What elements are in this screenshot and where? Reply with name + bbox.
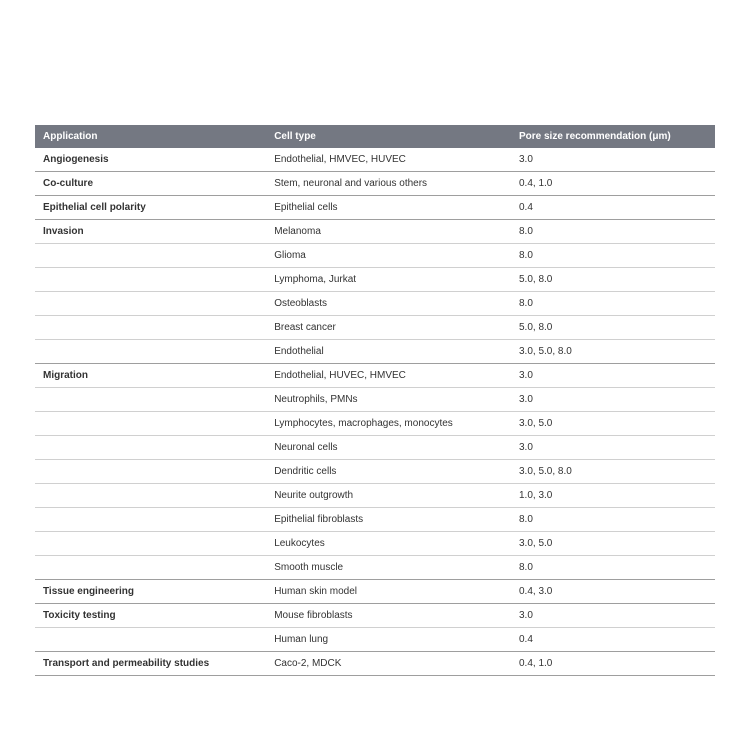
cell-poresize: 8.0 bbox=[511, 508, 715, 532]
cell-celltype: Leukocytes bbox=[266, 532, 511, 556]
cell-poresize: 3.0, 5.0 bbox=[511, 532, 715, 556]
cell-poresize: 0.4 bbox=[511, 196, 715, 220]
cell-application: Epithelial cell polarity bbox=[35, 196, 266, 220]
cell-application bbox=[35, 268, 266, 292]
table-row: Neuronal cells3.0 bbox=[35, 436, 715, 460]
table-row: Neurite outgrowth1.0, 3.0 bbox=[35, 484, 715, 508]
cell-celltype: Endothelial, HMVEC, HUVEC bbox=[266, 148, 511, 172]
cell-poresize: 8.0 bbox=[511, 556, 715, 580]
table-row: Lymphoma, Jurkat5.0, 8.0 bbox=[35, 268, 715, 292]
cell-application bbox=[35, 484, 266, 508]
col-header-poresize: Pore size recommendation (μm) bbox=[511, 125, 715, 148]
cell-application bbox=[35, 412, 266, 436]
cell-application bbox=[35, 628, 266, 652]
cell-application bbox=[35, 340, 266, 364]
table-row: InvasionMelanoma8.0 bbox=[35, 220, 715, 244]
cell-application bbox=[35, 532, 266, 556]
cell-poresize: 3.0 bbox=[511, 436, 715, 460]
cell-poresize: 3.0, 5.0, 8.0 bbox=[511, 340, 715, 364]
table-row: Osteoblasts8.0 bbox=[35, 292, 715, 316]
cell-celltype: Lymphocytes, macrophages, monocytes bbox=[266, 412, 511, 436]
cell-celltype: Human skin model bbox=[266, 580, 511, 604]
pore-size-table: Application Cell type Pore size recommen… bbox=[35, 125, 715, 676]
table-row: Neutrophils, PMNs3.0 bbox=[35, 388, 715, 412]
table-row: Endothelial3.0, 5.0, 8.0 bbox=[35, 340, 715, 364]
table-row: Toxicity testingMouse fibroblasts3.0 bbox=[35, 604, 715, 628]
table-row: Breast cancer5.0, 8.0 bbox=[35, 316, 715, 340]
cell-poresize: 3.0 bbox=[511, 364, 715, 388]
cell-poresize: 0.4, 3.0 bbox=[511, 580, 715, 604]
table-row: Lymphocytes, macrophages, monocytes3.0, … bbox=[35, 412, 715, 436]
cell-poresize: 0.4 bbox=[511, 628, 715, 652]
cell-application bbox=[35, 316, 266, 340]
table-row: Epithelial cell polarityEpithelial cells… bbox=[35, 196, 715, 220]
cell-poresize: 3.0, 5.0 bbox=[511, 412, 715, 436]
cell-application: Transport and permeability studies bbox=[35, 652, 266, 676]
cell-application bbox=[35, 388, 266, 412]
cell-application bbox=[35, 460, 266, 484]
cell-celltype: Endothelial, HUVEC, HMVEC bbox=[266, 364, 511, 388]
table-row: AngiogenesisEndothelial, HMVEC, HUVEC3.0 bbox=[35, 148, 715, 172]
cell-application: Invasion bbox=[35, 220, 266, 244]
table-row: Glioma8.0 bbox=[35, 244, 715, 268]
table-row: Leukocytes3.0, 5.0 bbox=[35, 532, 715, 556]
cell-celltype: Neuronal cells bbox=[266, 436, 511, 460]
col-header-celltype: Cell type bbox=[266, 125, 511, 148]
table-row: MigrationEndothelial, HUVEC, HMVEC3.0 bbox=[35, 364, 715, 388]
cell-application bbox=[35, 436, 266, 460]
cell-application bbox=[35, 508, 266, 532]
cell-poresize: 0.4, 1.0 bbox=[511, 172, 715, 196]
cell-celltype: Human lung bbox=[266, 628, 511, 652]
cell-celltype: Dendritic cells bbox=[266, 460, 511, 484]
cell-application: Co-culture bbox=[35, 172, 266, 196]
table-row: Tissue engineeringHuman skin model0.4, 3… bbox=[35, 580, 715, 604]
cell-celltype: Caco-2, MDCK bbox=[266, 652, 511, 676]
cell-celltype: Neurite outgrowth bbox=[266, 484, 511, 508]
table-row: Human lung0.4 bbox=[35, 628, 715, 652]
cell-poresize: 8.0 bbox=[511, 292, 715, 316]
cell-poresize: 3.0 bbox=[511, 388, 715, 412]
table-body: AngiogenesisEndothelial, HMVEC, HUVEC3.0… bbox=[35, 148, 715, 676]
cell-poresize: 3.0, 5.0, 8.0 bbox=[511, 460, 715, 484]
cell-application: Migration bbox=[35, 364, 266, 388]
cell-poresize: 8.0 bbox=[511, 220, 715, 244]
cell-celltype: Mouse fibroblasts bbox=[266, 604, 511, 628]
cell-celltype: Osteoblasts bbox=[266, 292, 511, 316]
cell-application: Toxicity testing bbox=[35, 604, 266, 628]
cell-poresize: 5.0, 8.0 bbox=[511, 268, 715, 292]
cell-celltype: Glioma bbox=[266, 244, 511, 268]
cell-application bbox=[35, 292, 266, 316]
cell-celltype: Epithelial fibroblasts bbox=[266, 508, 511, 532]
cell-application bbox=[35, 556, 266, 580]
cell-celltype: Lymphoma, Jurkat bbox=[266, 268, 511, 292]
cell-celltype: Stem, neuronal and various others bbox=[266, 172, 511, 196]
cell-celltype: Epithelial cells bbox=[266, 196, 511, 220]
col-header-application: Application bbox=[35, 125, 266, 148]
cell-poresize: 0.4, 1.0 bbox=[511, 652, 715, 676]
table-header-row: Application Cell type Pore size recommen… bbox=[35, 125, 715, 148]
cell-celltype: Breast cancer bbox=[266, 316, 511, 340]
table-row: Dendritic cells3.0, 5.0, 8.0 bbox=[35, 460, 715, 484]
top-padding bbox=[0, 0, 750, 125]
table-row: Transport and permeability studiesCaco-2… bbox=[35, 652, 715, 676]
table-container: Application Cell type Pore size recommen… bbox=[0, 125, 750, 676]
table-row: Co-cultureStem, neuronal and various oth… bbox=[35, 172, 715, 196]
cell-application: Angiogenesis bbox=[35, 148, 266, 172]
cell-poresize: 8.0 bbox=[511, 244, 715, 268]
cell-application: Tissue engineering bbox=[35, 580, 266, 604]
cell-poresize: 3.0 bbox=[511, 604, 715, 628]
cell-poresize: 5.0, 8.0 bbox=[511, 316, 715, 340]
table-row: Epithelial fibroblasts8.0 bbox=[35, 508, 715, 532]
cell-celltype: Neutrophils, PMNs bbox=[266, 388, 511, 412]
cell-application bbox=[35, 244, 266, 268]
cell-celltype: Smooth muscle bbox=[266, 556, 511, 580]
cell-celltype: Endothelial bbox=[266, 340, 511, 364]
table-row: Smooth muscle8.0 bbox=[35, 556, 715, 580]
cell-celltype: Melanoma bbox=[266, 220, 511, 244]
cell-poresize: 1.0, 3.0 bbox=[511, 484, 715, 508]
cell-poresize: 3.0 bbox=[511, 148, 715, 172]
